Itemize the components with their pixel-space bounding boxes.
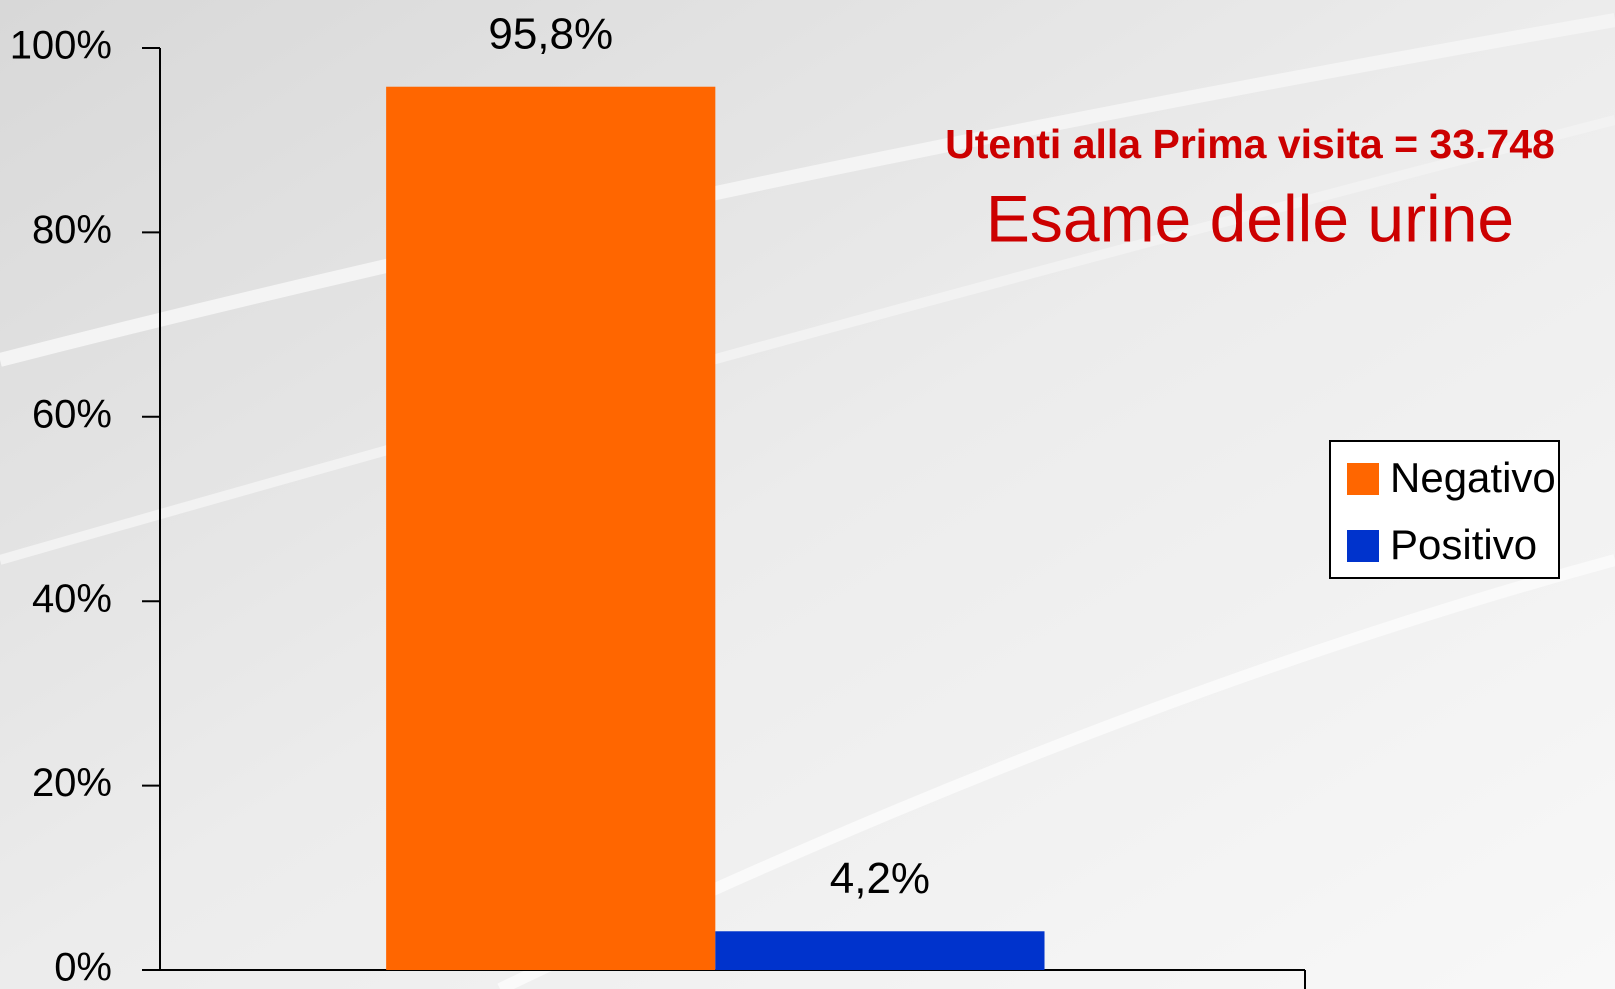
bar xyxy=(715,931,1044,970)
chart-title: Esame delle urine xyxy=(986,181,1514,255)
page: Utenti alla Prima visita = 33.748 Esame … xyxy=(0,0,1615,989)
chart-subtitle: Utenti alla Prima visita = 33.748 xyxy=(945,121,1555,167)
legend-label: Negativo xyxy=(1390,454,1556,501)
value-label: 95,8% xyxy=(488,9,613,58)
y-tick-label: 80% xyxy=(32,208,112,252)
chart: Utenti alla Prima visita = 33.748 Esame … xyxy=(0,0,1615,989)
legend-swatch xyxy=(1347,530,1379,562)
legend-label: Positivo xyxy=(1390,521,1537,568)
bar xyxy=(386,87,715,970)
value-label: 4,2% xyxy=(830,854,930,903)
y-tick-label: 100% xyxy=(10,24,112,68)
y-tick-label: 20% xyxy=(32,761,112,805)
y-tick-label: 0% xyxy=(54,946,112,989)
y-tick-label: 60% xyxy=(32,392,112,436)
y-tick-label: 40% xyxy=(32,577,112,621)
legend-swatch xyxy=(1347,463,1379,495)
